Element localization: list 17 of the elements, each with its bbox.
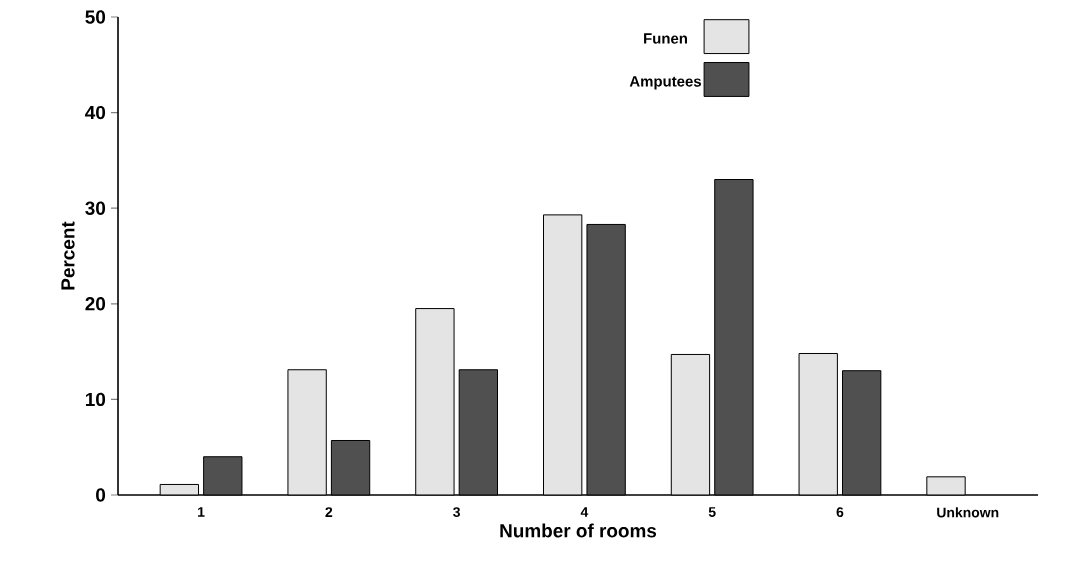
x-axis-title: Number of rooms <box>500 523 657 538</box>
x-tick-label: 5 <box>708 507 716 517</box>
y-tick-label: 50 <box>85 10 106 24</box>
x-tick-label: 1 <box>198 507 205 517</box>
x-tick-label: 4 <box>580 507 589 517</box>
y-tick-label: 30 <box>85 201 106 215</box>
legend-label: Funen <box>644 33 687 44</box>
x-tick-label: 6 <box>836 507 844 518</box>
x-tick-label: 3 <box>453 507 460 518</box>
y-tick-label: 10 <box>85 392 106 407</box>
y-axis-title: Percent <box>61 221 75 290</box>
y-tick-label: 20 <box>85 297 106 311</box>
x-tick-label: 2 <box>325 507 333 517</box>
x-tick-label: Unknown <box>937 507 999 518</box>
y-tick-label: 40 <box>85 105 106 120</box>
legend-label: Amputees <box>629 76 701 90</box>
y-tick-label: 0 <box>96 488 106 502</box>
